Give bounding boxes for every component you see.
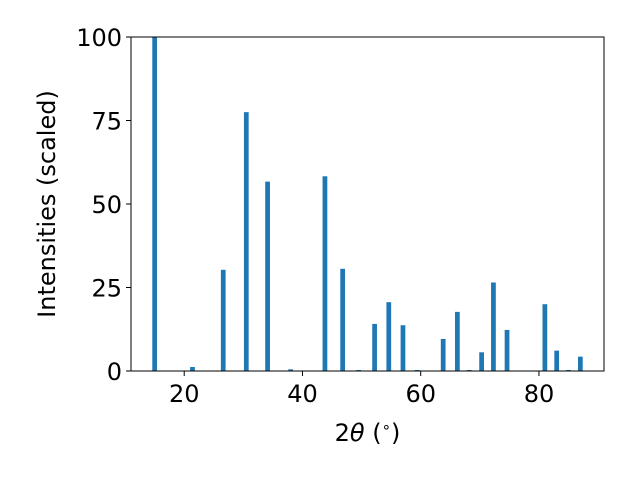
x-tick-label: 80 (524, 380, 555, 408)
x-tick-label: 20 (169, 380, 200, 408)
bar (243, 112, 249, 372)
bar (152, 37, 158, 371)
bar (414, 369, 420, 371)
bar (491, 282, 496, 371)
bar (479, 352, 484, 371)
y-tick-label: 75 (91, 108, 122, 136)
x-axis-label-degree: ∘ (382, 418, 391, 436)
bar (577, 356, 583, 371)
bar (386, 302, 392, 371)
bar (554, 350, 560, 371)
bar (322, 176, 328, 371)
bar (400, 325, 406, 371)
x-axis-label-unit-open: ( (365, 419, 382, 447)
y-tick-label: 25 (91, 275, 122, 303)
x-axis-label-theta: θ (350, 419, 365, 447)
bar (190, 366, 195, 371)
bar (340, 268, 346, 371)
bar (542, 304, 548, 371)
x-tick-label: 40 (287, 380, 318, 408)
bar (356, 369, 361, 371)
bar (372, 323, 377, 371)
x-ticks-group: 20 40 60 80 (169, 371, 554, 408)
bar (265, 181, 270, 371)
y-tick-label: 100 (76, 24, 122, 52)
bars-group (152, 37, 583, 372)
x-axis-label-unit-close: ) (391, 419, 400, 447)
y-ticks-group: 0 25 50 75 100 (76, 24, 131, 386)
y-tick-label: 0 (107, 358, 122, 386)
x-tick-label: 60 (405, 380, 436, 408)
bar (220, 269, 226, 371)
plot-frame (130, 36, 605, 372)
bar (566, 369, 571, 371)
bar (466, 369, 472, 371)
x-axis-label: 2θ (∘) (335, 418, 401, 447)
bar (504, 329, 510, 371)
bar (440, 338, 446, 371)
bar (288, 369, 294, 371)
bar (455, 311, 460, 371)
y-tick-label: 50 (91, 191, 122, 219)
x-axis-label-prefix: 2 (335, 419, 350, 447)
y-axis-label: Intensities (scaled) (33, 90, 61, 318)
